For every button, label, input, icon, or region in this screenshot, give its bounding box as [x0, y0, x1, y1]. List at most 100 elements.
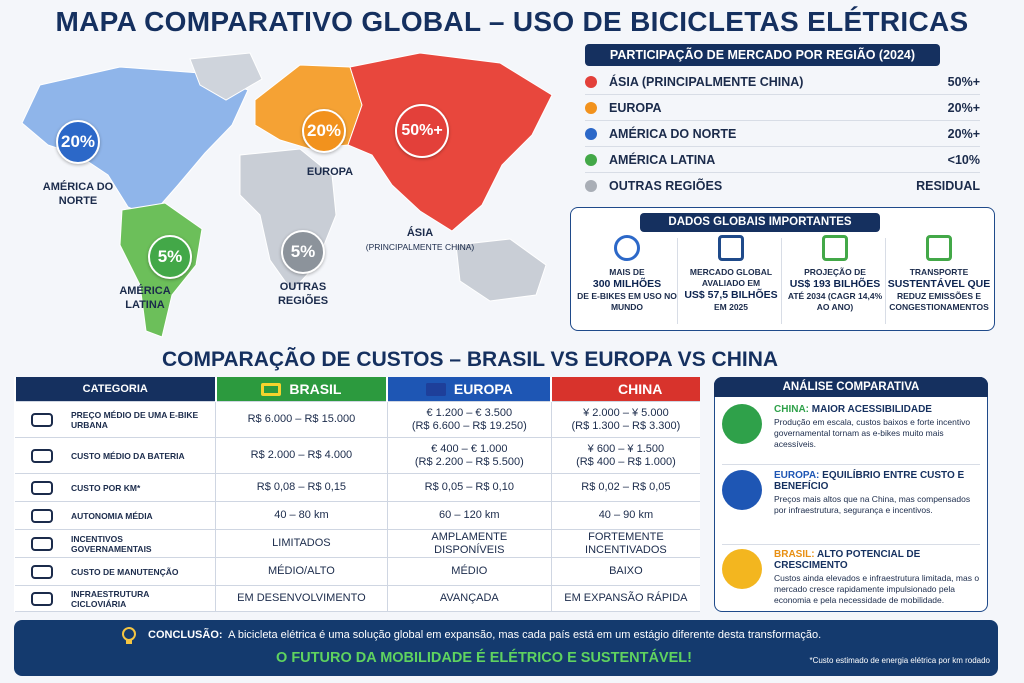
global-item: TRANSPORTE SUSTENTÁVEL QUE REDUZ EMISSÕES … [887, 232, 991, 328]
category-wrap: INCENTIVOS GOVERNAMENTAIS [15, 534, 215, 554]
table-cell: ¥ 2.000 – ¥ 5.000 (R$ 1.300 – R$ 3.300) [550, 401, 700, 438]
analysis-heading-text: ALTO POTENCIAL DE CRESCIMENTO [774, 549, 921, 571]
legend-row: ÁSIA (PRINCIPALMENTE CHINA) 50%+ [585, 71, 980, 93]
table-cell: R$ 6.000 – R$ 15.000 [215, 401, 388, 438]
global-icon [926, 235, 952, 261]
legend-dot [585, 102, 597, 114]
global-item: MAIS DE 300 MILHÕES DE E-BIKES EM USO NO M… [575, 232, 679, 328]
table-header-cell: CHINA [550, 377, 700, 402]
analysis-divider [722, 464, 980, 465]
analysis-icon [722, 549, 762, 589]
category-wrap: CUSTO MÉDIO DA BATERIA [15, 448, 215, 463]
region-name: OUTRAS REGIÕES [277, 281, 329, 307]
global-item: MERCADO GLOBAL AVALIADO EM US$ 57,5 BILHÕ… [679, 232, 783, 328]
category-name: CUSTO DE MANUTENÇÃO [71, 566, 179, 577]
table-header-cell: EUROPA [386, 377, 552, 402]
legend-value: <10% [947, 153, 980, 167]
table-cell: R$ 0,08 – R$ 0,15 [215, 473, 388, 502]
table-cell: CUSTO POR KM* [15, 473, 216, 502]
table-row: CUSTO POR KM* R$ 0,08 – R$ 0,15 R$ 0,05 – … [15, 473, 700, 502]
cell-text: € 1.200 – € 3.500 (R$ 6.600 – R$ 19.250) [411, 406, 527, 432]
region-note: (PRINCIPALMENTE CHINA) [365, 242, 475, 252]
legend-row: AMÉRICA LATINA <10% [585, 149, 980, 171]
region-name: EUROPA [306, 166, 354, 178]
global-pre: TRANSPORTE [909, 267, 969, 277]
table-cell: R$ 0,02 – R$ 0,05 [550, 473, 700, 502]
category-name: INFRAESTRUTURA CICLOVIÁRIA [71, 588, 150, 609]
global-post: DE E-BIKES EM USO NO MUNDO [577, 291, 677, 312]
table-row: PREÇO MÉDIO DE UMA E-BIKE URBANA R$ 6.000… [15, 401, 700, 438]
cell-text: ¥ 600 – ¥ 1.500 (R$ 400 – R$ 1.000) [576, 442, 676, 468]
legend-separator [585, 146, 980, 147]
table-row: CUSTO DE MANUTENÇÃO MÉDIO/ALTO MÉDIO BAIXO [15, 557, 700, 586]
analysis-item: BRASIL: ALTO POTENCIAL DE CRESCIMENTO Cus… [774, 549, 982, 606]
legend-row: OUTRAS REGIÕES RESIDUAL [585, 175, 980, 197]
header-text: EUROPA [453, 381, 513, 397]
region-label: AMÉRICA DO NORTE [38, 180, 118, 208]
page-title: MAPA COMPARATIVO GLOBAL – USO DE BICICLE… [55, 6, 969, 37]
region-share: 5% [281, 230, 325, 274]
legend-name: EUROPA [609, 101, 662, 115]
table-header-row: CATEGORIA BRASIL EUROPA CHINA [14, 377, 700, 402]
category-name: INCENTIVOS GOVERNAMENTAIS [71, 533, 152, 554]
legend-value: 20%+ [947, 101, 980, 115]
legend-value: 20%+ [947, 127, 980, 141]
bulb-icon [122, 627, 136, 644]
analysis-icon [722, 404, 762, 444]
category-icon [31, 448, 53, 463]
cell-text: 40 – 80 km [274, 509, 329, 521]
header-text: BRASIL [289, 381, 342, 397]
region-name: AMÉRICA LATINA [119, 285, 171, 311]
table-row: CUSTO MÉDIO DA BATERIA R$ 2.000 – R$ 4.00… [15, 437, 700, 474]
legend-row: AMÉRICA DO NORTE 20%+ [585, 123, 980, 145]
category-wrap: CUSTO POR KM* [15, 480, 215, 495]
table-cell: LIMITADOS [215, 529, 388, 558]
table-cell: EM DESENVOLVIMENTO [215, 585, 388, 612]
legend-dot [585, 128, 597, 140]
cell-text: AVANÇADA [439, 592, 499, 604]
cell-text: AMPLAMENTE DISPONÍVEIS [431, 530, 508, 556]
table-cell: € 1.200 – € 3.500 (R$ 6.600 – R$ 19.250) [386, 401, 552, 438]
cell-text: FORTEMENTE INCENTIVADOS [585, 530, 667, 556]
global-strong: US$ 57,5 BILHÕES [684, 289, 778, 301]
cell-text: R$ 0,05 – R$ 0,10 [424, 481, 514, 493]
cell-text: MÉDIO/ALTO [268, 565, 335, 577]
slogan: O FUTURO DA MOBILIDADE É ELÉTRICO E SUST… [276, 650, 692, 666]
cell-text: EM EXPANSÃO RÁPIDA [564, 592, 688, 604]
global-pre: PROJEÇÃO DE [804, 267, 866, 277]
category-icon [31, 591, 53, 606]
legend-separator [585, 120, 980, 121]
analysis-text: Preços mais altos que na China, mas comp… [774, 494, 971, 515]
cell-text: LIMITADOS [272, 537, 331, 549]
legend-dot [585, 154, 597, 166]
legend-name: OUTRAS REGIÕES [609, 179, 723, 193]
cell-text: BAIXO [609, 565, 643, 577]
category-wrap: AUTONOMIA MÉDIA [15, 508, 215, 523]
section-title: COMPARAÇÃO DE CUSTOS – BRASIL VS EUROPA … [161, 348, 779, 371]
table-cell: 40 – 80 km [215, 501, 388, 530]
analysis-heading: CHINA: MAIOR ACESSIBILIDADE [774, 404, 982, 415]
header-text: CHINA [617, 381, 663, 397]
global-data-title: DADOS GLOBAIS IMPORTANTES [640, 213, 880, 232]
region-label: ÁSIA (PRINCIPALMENTE CHINA) [340, 226, 500, 254]
footnote: *Custo estimado de energia elétrica por … [809, 656, 990, 665]
global-post: EM 2025 [713, 302, 749, 312]
conclusion-bar [14, 620, 998, 676]
cell-text: R$ 0,02 – R$ 0,05 [581, 481, 671, 493]
cell-text: EM DESENVOLVIMENTO [237, 592, 366, 604]
global-divider [885, 238, 886, 324]
global-pre: MAIS DE [609, 267, 645, 277]
table-cell: PREÇO MÉDIO DE UMA E-BIKE URBANA [15, 401, 216, 438]
analysis-text: Custos ainda elevados e infraestrutura l… [774, 573, 980, 605]
analysis-title: ANÁLISE COMPARATIVA [714, 377, 988, 397]
global-icon [822, 235, 848, 261]
legend-separator [585, 94, 980, 95]
header-text: CATEGORIA [82, 383, 148, 395]
cell-text: 60 – 120 km [439, 509, 500, 521]
category-icon [31, 508, 53, 523]
category-icon [31, 480, 53, 495]
analysis-icon [722, 470, 762, 510]
conclusion-line: CONCLUSÃO: A bicicleta elétrica é uma so… [148, 629, 821, 641]
analysis-text: Produção em escala, custos baixos e fort… [774, 417, 971, 449]
